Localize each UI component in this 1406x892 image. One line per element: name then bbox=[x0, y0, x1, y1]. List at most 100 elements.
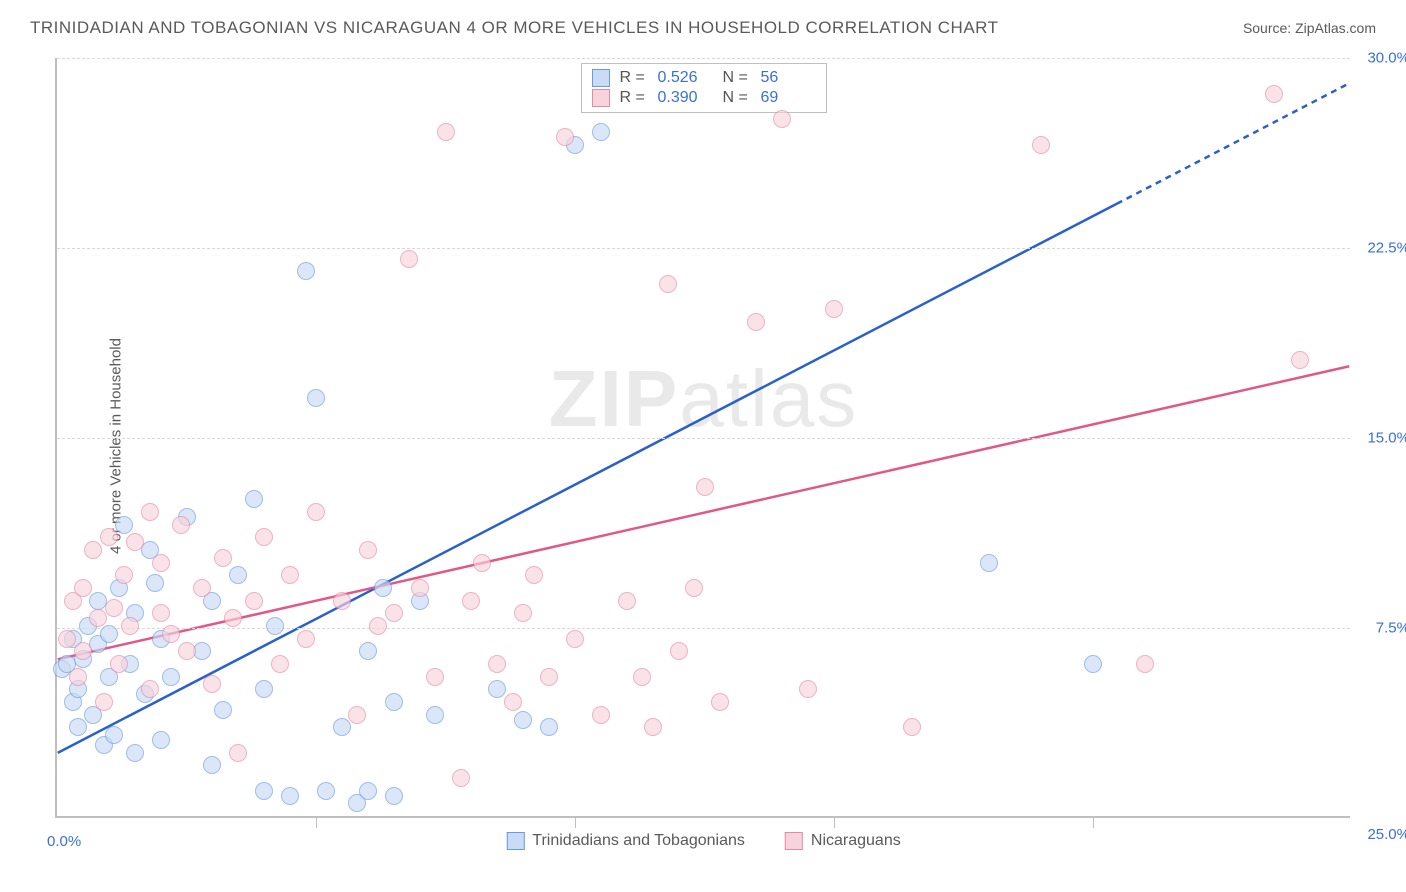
y-tick-label: 15.0% bbox=[1367, 430, 1406, 447]
scatter-point bbox=[670, 642, 688, 660]
scatter-point bbox=[89, 609, 107, 627]
scatter-point bbox=[903, 718, 921, 736]
stat-n-label: N = bbox=[723, 69, 751, 87]
stat-r-value: 0.390 bbox=[658, 89, 713, 107]
scatter-point bbox=[229, 566, 247, 584]
scatter-point bbox=[317, 782, 335, 800]
scatter-point bbox=[374, 579, 392, 597]
scatter-point bbox=[566, 630, 584, 648]
scatter-point bbox=[747, 313, 765, 331]
scatter-point bbox=[462, 592, 480, 610]
y-tick-label: 7.5% bbox=[1376, 620, 1406, 637]
gridline-h bbox=[57, 248, 1350, 249]
scatter-point bbox=[359, 642, 377, 660]
scatter-point bbox=[297, 262, 315, 280]
scatter-point bbox=[773, 110, 791, 128]
scatter-point bbox=[385, 693, 403, 711]
scatter-point bbox=[126, 744, 144, 762]
stat-n-value: 69 bbox=[761, 89, 816, 107]
scatter-point bbox=[556, 128, 574, 146]
scatter-point bbox=[152, 731, 170, 749]
scatter-point bbox=[84, 541, 102, 559]
title-bar: TRINIDADIAN AND TOBAGONIAN VS NICARAGUAN… bbox=[30, 18, 1376, 38]
series-swatch bbox=[592, 69, 610, 87]
scatter-point bbox=[369, 617, 387, 635]
stat-n-value: 56 bbox=[761, 69, 816, 87]
legend-swatch bbox=[506, 832, 524, 850]
source-value: ZipAtlas.com bbox=[1295, 20, 1376, 36]
watermark-atlas: atlas bbox=[679, 354, 858, 443]
scatter-point bbox=[659, 275, 677, 293]
y-tick-label: 30.0% bbox=[1367, 50, 1406, 67]
scatter-point bbox=[307, 503, 325, 521]
stat-n-label: N = bbox=[723, 89, 751, 107]
scatter-point bbox=[525, 566, 543, 584]
x-tick-label: 0.0% bbox=[47, 833, 81, 850]
scatter-point bbox=[224, 609, 242, 627]
stats-row: R = 0.390 N = 69 bbox=[592, 88, 816, 108]
stat-r-label: R = bbox=[620, 69, 648, 87]
scatter-point bbox=[437, 123, 455, 141]
scatter-point bbox=[618, 592, 636, 610]
scatter-point bbox=[359, 782, 377, 800]
gridline-h bbox=[57, 58, 1350, 59]
scatter-point bbox=[105, 599, 123, 617]
watermark: ZIPatlas bbox=[549, 353, 858, 445]
scatter-point bbox=[115, 516, 133, 534]
scatter-point bbox=[203, 756, 221, 774]
scatter-point bbox=[121, 617, 139, 635]
scatter-point bbox=[193, 579, 211, 597]
stat-r-value: 0.526 bbox=[658, 69, 713, 87]
legend-swatch bbox=[785, 832, 803, 850]
scatter-point bbox=[203, 675, 221, 693]
chart-title: TRINIDADIAN AND TOBAGONIAN VS NICARAGUAN… bbox=[30, 18, 999, 38]
scatter-point bbox=[514, 604, 532, 622]
scatter-point bbox=[592, 123, 610, 141]
scatter-chart: ZIPatlas R =0.526N =56R =0.390N =69 Trin… bbox=[55, 58, 1350, 818]
scatter-point bbox=[426, 706, 444, 724]
scatter-point bbox=[146, 574, 164, 592]
scatter-point bbox=[633, 668, 651, 686]
scatter-point bbox=[307, 389, 325, 407]
scatter-point bbox=[172, 516, 190, 534]
series-swatch bbox=[592, 89, 610, 107]
trend-line-extrapolated bbox=[1117, 83, 1349, 204]
trend-line bbox=[58, 204, 1117, 753]
scatter-point bbox=[711, 693, 729, 711]
scatter-point bbox=[95, 693, 113, 711]
scatter-point bbox=[245, 592, 263, 610]
scatter-point bbox=[540, 718, 558, 736]
scatter-point bbox=[452, 769, 470, 787]
scatter-point bbox=[245, 490, 263, 508]
scatter-point bbox=[411, 579, 429, 597]
legend-label: Nicaraguans bbox=[811, 832, 901, 850]
scatter-point bbox=[193, 642, 211, 660]
scatter-point bbox=[162, 625, 180, 643]
scatter-point bbox=[1032, 136, 1050, 154]
scatter-point bbox=[696, 478, 714, 496]
scatter-point bbox=[271, 655, 289, 673]
scatter-point bbox=[100, 625, 118, 643]
scatter-point bbox=[214, 549, 232, 567]
scatter-point bbox=[255, 782, 273, 800]
scatter-point bbox=[100, 528, 118, 546]
scatter-point bbox=[333, 592, 351, 610]
stat-r-label: R = bbox=[620, 89, 648, 107]
scatter-point bbox=[255, 680, 273, 698]
scatter-point bbox=[385, 787, 403, 805]
scatter-point bbox=[333, 718, 351, 736]
gridline-v bbox=[316, 818, 317, 828]
watermark-zip: ZIP bbox=[549, 354, 679, 443]
scatter-point bbox=[115, 566, 133, 584]
scatter-point bbox=[105, 726, 123, 744]
scatter-point bbox=[152, 604, 170, 622]
scatter-point bbox=[1265, 85, 1283, 103]
trend-lines bbox=[57, 58, 1350, 816]
scatter-point bbox=[297, 630, 315, 648]
scatter-point bbox=[162, 668, 180, 686]
scatter-point bbox=[141, 680, 159, 698]
gridline-v bbox=[834, 818, 835, 828]
scatter-point bbox=[644, 718, 662, 736]
scatter-point bbox=[58, 630, 76, 648]
gridline-h bbox=[57, 438, 1350, 439]
